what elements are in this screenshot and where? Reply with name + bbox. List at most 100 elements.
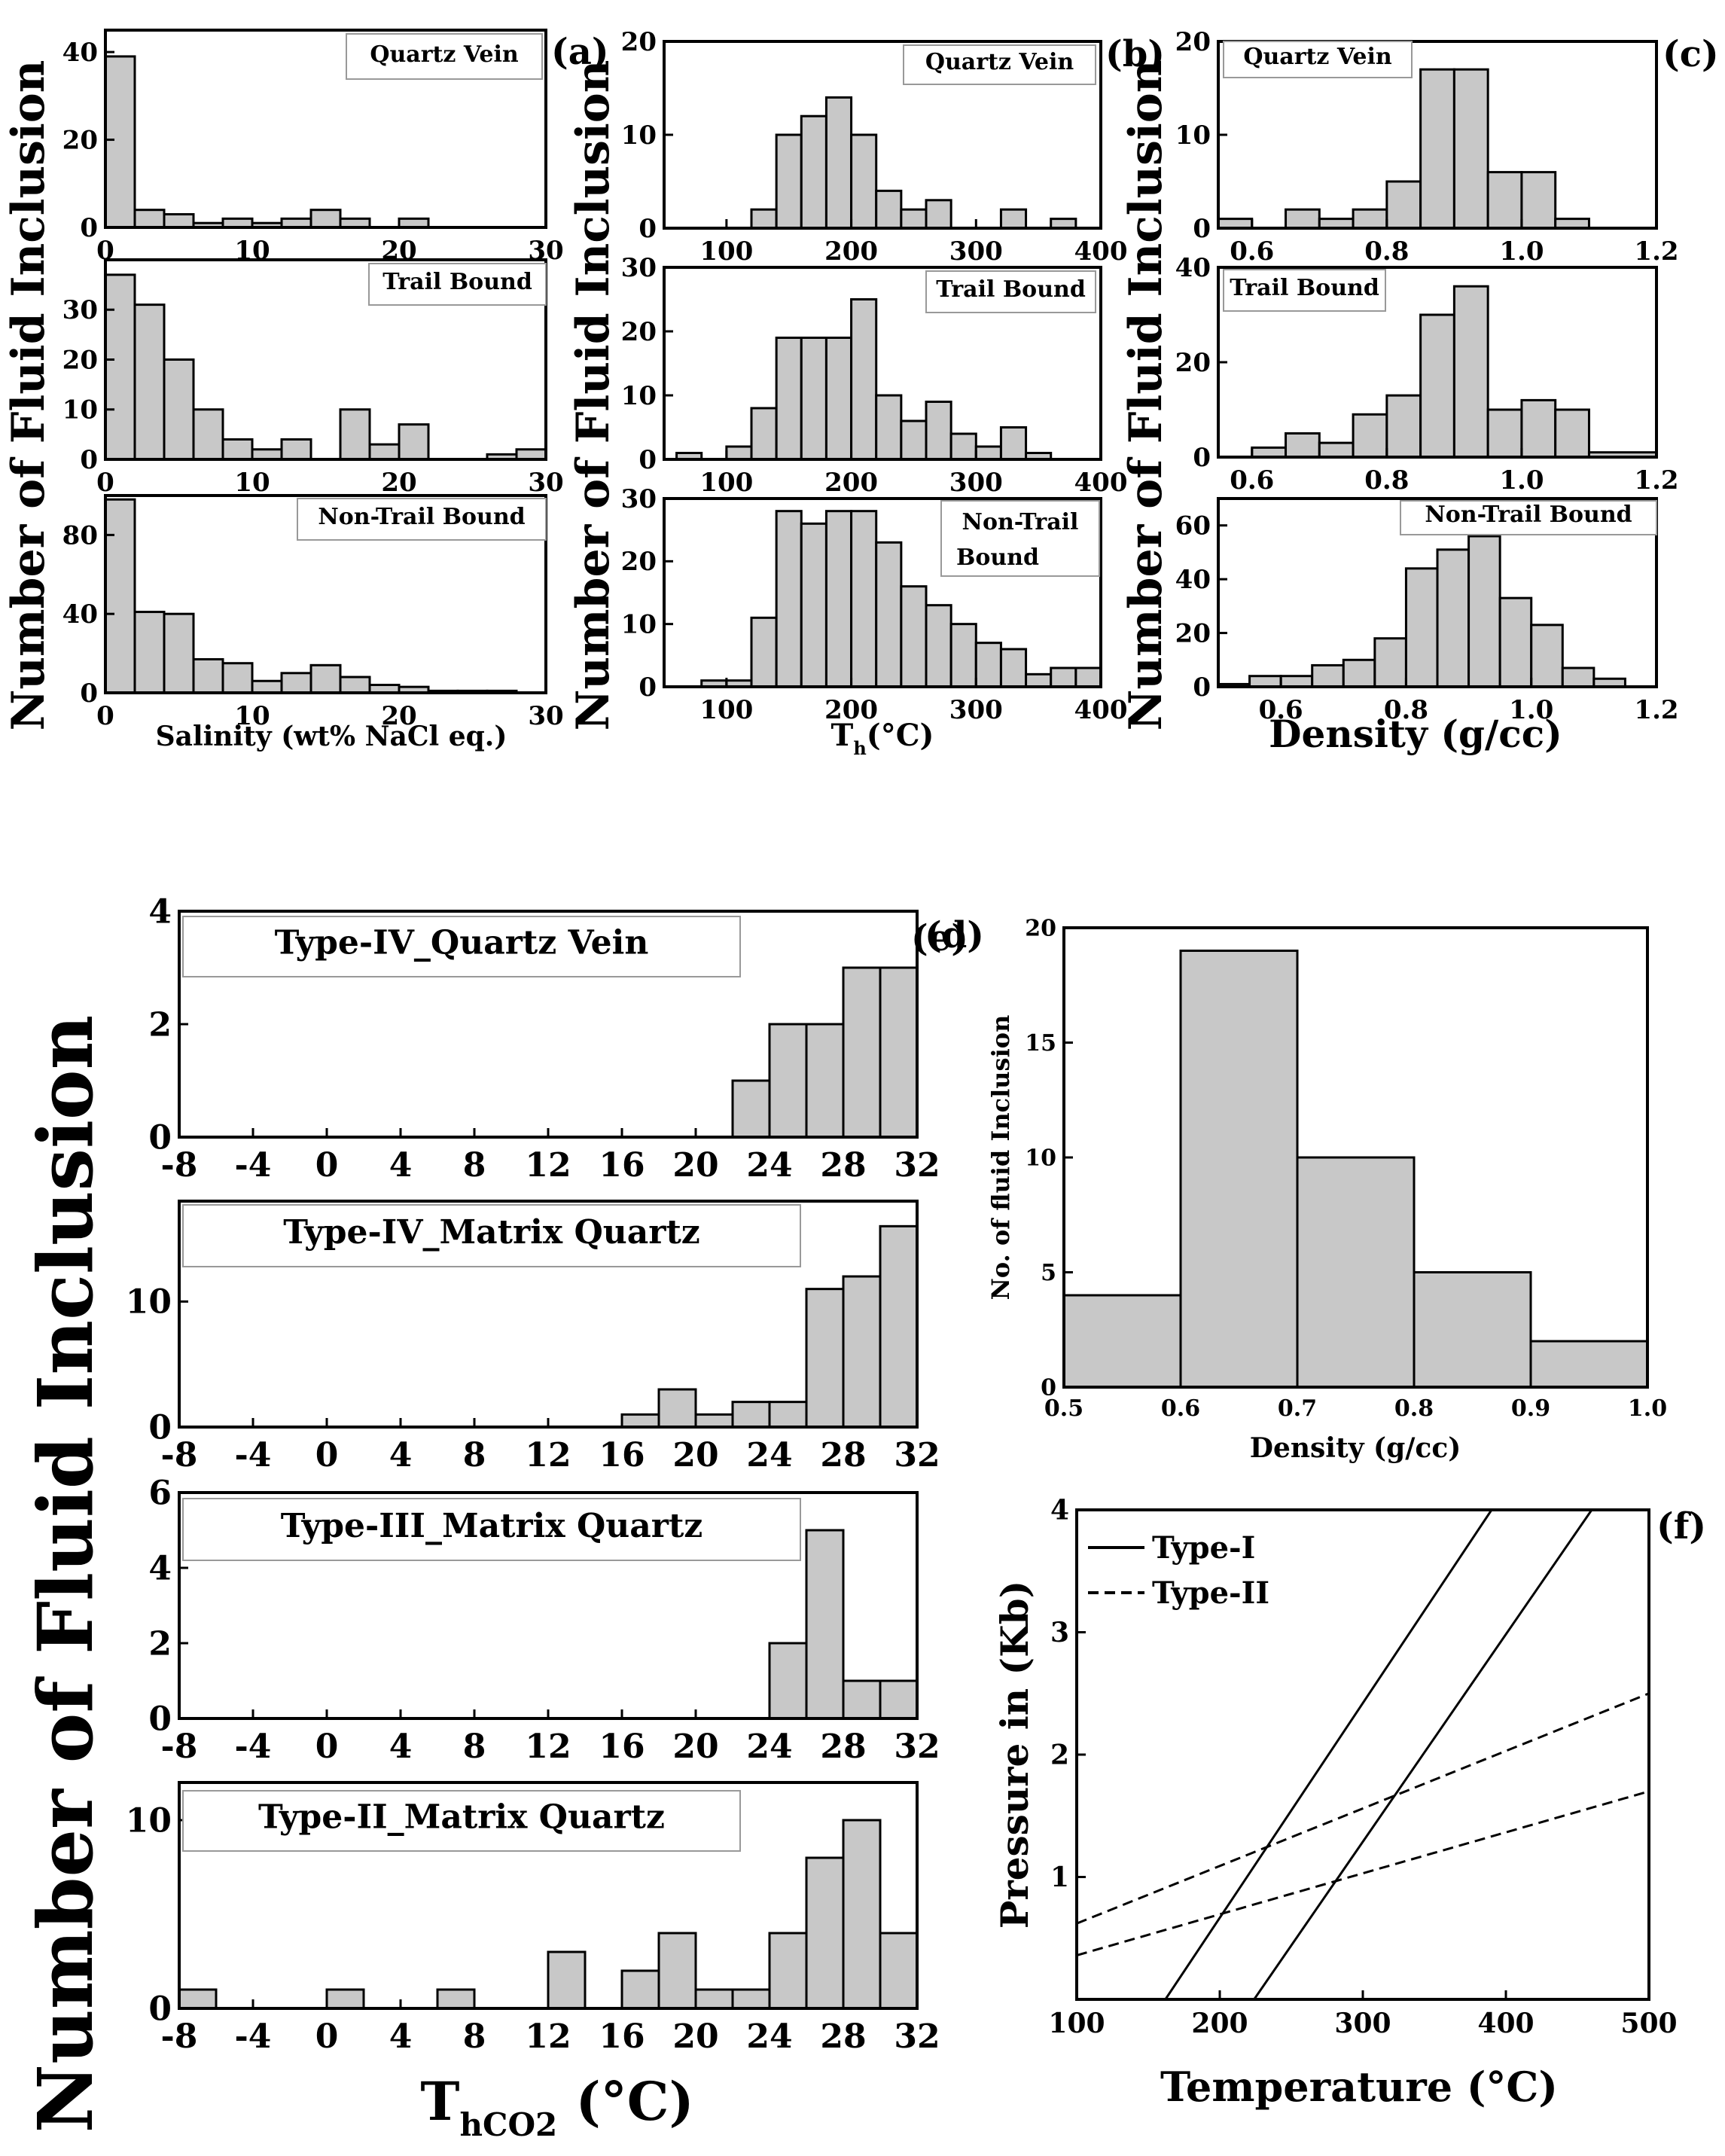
xtick-label-a2-0: 0 (96, 468, 114, 498)
bar-d2-5 (805, 1288, 845, 1429)
bar-b1-5 (875, 189, 903, 230)
ytick-label-f-0: 1 (1050, 1862, 1069, 1893)
xtick-label-b2-1: 200 (824, 468, 878, 498)
bar-b3-8 (900, 585, 928, 688)
xtick-label-d2-8: 24 (746, 1436, 792, 1474)
bar-b2-4 (800, 337, 827, 461)
ytick-label-c3-1: 20 (1175, 618, 1211, 648)
top-ylabel-c: Number of Fluid Inclusion (1120, 60, 1172, 731)
ytick-label-a1-2: 40 (62, 38, 98, 68)
ytick-label-d1-1: 2 (148, 1005, 172, 1044)
legend-label-d2: Type-IV_Matrix Quartz (283, 1213, 700, 1252)
xtick-label-d3-4: 8 (463, 1728, 486, 1766)
ytick-label-c3-3: 60 (1175, 511, 1211, 541)
ytick-label-a1-0: 0 (80, 213, 98, 243)
xtick-label-b3-2: 300 (949, 695, 1003, 725)
xtick-label-d1-1: -4 (235, 1146, 272, 1185)
axes-a3 (104, 494, 547, 694)
bottom-ylabel: Number of Fluid Inclusion (21, 1015, 110, 2133)
bar-a2-1 (133, 303, 166, 461)
legend-text-f-0: Type-I (1152, 1530, 1255, 1566)
chart-b2: 100 200 300 400 0 10 20 30 Trail Bound (621, 253, 1128, 498)
xtick-label-d4-8: 24 (746, 2017, 792, 2056)
bar-b2-3 (775, 337, 803, 461)
xlabel-c3: Density (g/cc) (1269, 712, 1562, 756)
legend-label-c3: Non-Trail Bound (1425, 502, 1632, 528)
xtick-label-b3-1: 200 (824, 695, 878, 725)
xtick-label-d4-9: 28 (820, 2017, 866, 2056)
ytick-label-d1-0: 0 (148, 1118, 172, 1157)
xtick-label-d1-4: 8 (463, 1146, 486, 1185)
ytick-label-a3-0: 0 (80, 679, 98, 709)
legend-label-a1: Quartz Vein (370, 41, 519, 68)
ytick-label-e-3: 15 (1025, 1030, 1056, 1057)
bar-a1-7 (309, 209, 342, 229)
xtick-label-d3-6: 16 (599, 1728, 645, 1766)
bar-a2-2 (163, 358, 195, 461)
ytick-label-d3-1: 2 (148, 1624, 172, 1663)
bar-d2-1 (657, 1388, 697, 1429)
bar-d1-4 (879, 966, 919, 1139)
bar-e-3 (1413, 1271, 1532, 1389)
xtick-label-b1-1: 200 (824, 236, 878, 267)
axes-b3 (663, 497, 1102, 688)
bar-b3-14 (1050, 666, 1077, 688)
xtick-label-d3-0: -8 (161, 1728, 198, 1766)
chart-c1: 0.6 0.8 1.0 1.2 0 10 20 Quartz Vein (c) (1175, 27, 1719, 267)
bar-c2-4 (1385, 394, 1422, 459)
xtick-label-d4-2: 0 (315, 2017, 339, 2056)
xtick-label-d1-2: 0 (315, 1146, 339, 1185)
bar-d4-6 (694, 1988, 734, 2010)
bar-c3-9 (1498, 596, 1533, 688)
ytick-label-a2-0: 0 (80, 445, 98, 475)
bar-d3-2 (842, 1679, 882, 1720)
xtick-label-a2-3: 30 (528, 468, 563, 498)
ytick-label-d2-0: 0 (148, 1408, 172, 1447)
bar-d4-5 (657, 1932, 697, 2010)
bar-b3-10 (949, 623, 977, 688)
xtick-label-d3-8: 24 (746, 1728, 792, 1766)
axes-b2 (663, 266, 1102, 461)
bar-b1-0 (750, 208, 778, 230)
bar-c2-2 (1318, 441, 1355, 459)
xtick-label-d4-5: 12 (525, 2017, 571, 2056)
chart-e: 0.5 0.6 0.7 0.8 0.9 1.0 0 5 10 15 20 (e) Density (g/… (911, 916, 1667, 1465)
xlabel-b3: Th(°C) (831, 718, 934, 759)
ytick-label-d2-1: 10 (126, 1283, 172, 1322)
bar-b3-4 (800, 522, 827, 688)
ytick-label-b3-3: 30 (621, 484, 657, 514)
ytick-label-e-0: 0 (1041, 1375, 1056, 1401)
panel-label-d1: (d) (925, 914, 984, 956)
bar-a2-3 (192, 408, 224, 461)
xtick-label-b3-0: 100 (699, 695, 753, 725)
bar-b3-9 (925, 604, 952, 688)
xtick-label-b1-3: 400 (1074, 236, 1128, 267)
bar-d1-3 (842, 966, 882, 1139)
xtick-label-e-5: 1.0 (1628, 1395, 1667, 1422)
bar-d4-2 (436, 1988, 476, 2010)
bar-c3-7 (1436, 548, 1471, 688)
bar-c3-2 (1279, 675, 1314, 688)
bar-c3-1 (1248, 675, 1282, 688)
legend-box-a1 (346, 33, 543, 80)
bar-b1-8 (999, 208, 1028, 230)
ytick-label-c3-0: 0 (1193, 672, 1211, 703)
bar-c2-9 (1554, 408, 1590, 459)
bar-c2-5 (1419, 313, 1455, 459)
bar-a2-4 (221, 438, 254, 461)
ytick-label-c3-2: 40 (1175, 565, 1211, 595)
bar-d2-3 (731, 1401, 771, 1429)
bar-a2-9 (398, 423, 430, 461)
ylabel-e: No. of fluid Inclusion (986, 1015, 1015, 1301)
xtick-label-a3-1: 10 (234, 701, 270, 731)
bar-c1-4 (1385, 180, 1422, 230)
axes-c3 (1217, 497, 1658, 688)
ytick-label-a3-2: 80 (62, 520, 98, 550)
xtick-label-b3-3: 400 (1074, 695, 1128, 725)
xtick-label-f-4: 500 (1620, 2008, 1677, 2039)
line-f-1 (1253, 1510, 1593, 1999)
xtick-label-d1-10: 32 (894, 1146, 940, 1185)
xtick-label-c3-3: 1.2 (1634, 695, 1678, 725)
xlabel-a3: Salinity (wt% NaCl eq.) (156, 721, 507, 752)
legend-box-b3 (940, 500, 1100, 577)
